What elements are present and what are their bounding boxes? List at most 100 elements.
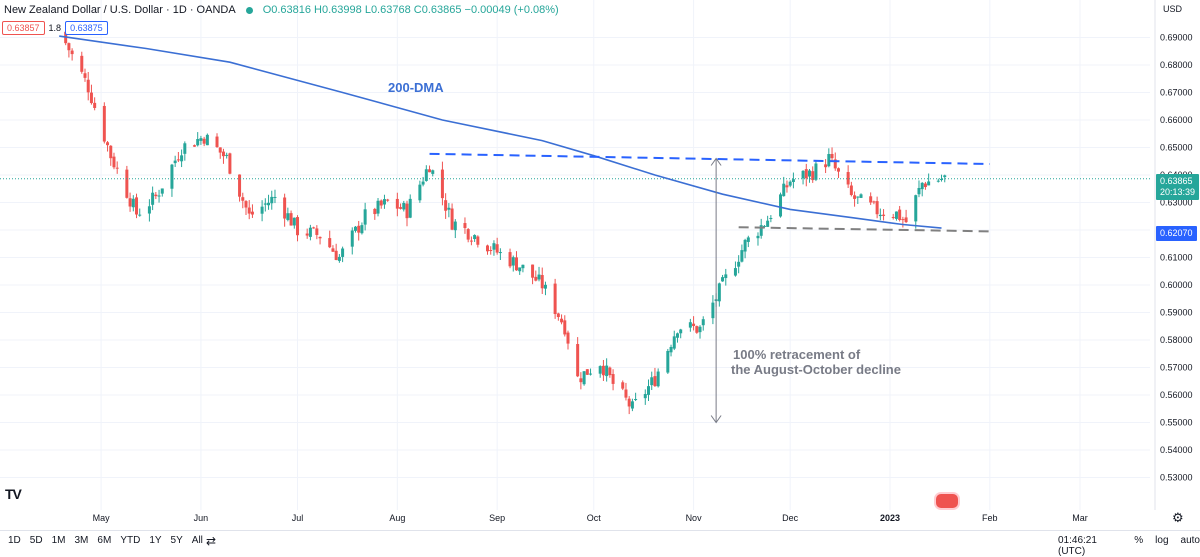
candle-body[interactable] [653,376,657,387]
candle-body[interactable] [762,225,766,227]
candle-body[interactable] [521,264,525,269]
candle-body[interactable] [360,225,364,234]
candle-body[interactable] [428,169,432,173]
candle-body[interactable] [737,261,741,267]
candle-body[interactable] [824,164,828,168]
candle-body[interactable] [453,221,457,231]
candle-body[interactable] [160,188,164,194]
candle-body[interactable] [540,275,544,289]
candle-body[interactable] [643,394,647,399]
support-line[interactable] [738,226,990,233]
candle-body[interactable] [157,195,161,197]
candle-body[interactable] [688,322,692,328]
candle-body[interactable] [202,138,206,144]
settings-gear-icon[interactable]: ⚙ [1172,510,1184,525]
candle-body[interactable] [466,229,470,240]
candle-body[interactable] [666,350,670,373]
candle-body[interactable] [131,198,135,208]
candle-body[interactable] [440,169,444,199]
range-button-1d[interactable]: 1D [8,535,21,546]
candle-body[interactable] [286,213,290,220]
candle-body[interactable] [869,196,873,203]
candle-body[interactable] [534,276,538,281]
candle-body[interactable] [106,142,110,146]
candle-body[interactable] [431,170,435,174]
candle-body[interactable] [128,198,132,207]
candle-body[interactable] [267,202,271,206]
candle-body[interactable] [260,206,264,214]
candle-body[interactable] [270,196,274,204]
candle-body[interactable] [363,209,367,225]
candle-body[interactable] [560,318,564,323]
candle-body[interactable] [469,240,473,242]
candle-body[interactable] [489,250,493,252]
candle-body[interactable] [846,172,850,185]
candle-body[interactable] [601,365,605,376]
candle-body[interactable] [811,171,815,181]
candle-body[interactable] [788,181,792,186]
candle-body[interactable] [89,92,93,104]
candle-body[interactable] [827,154,831,167]
candle-body[interactable] [70,50,74,55]
candle-body[interactable] [418,184,422,201]
candle-body[interactable] [196,139,200,146]
candle-body[interactable] [199,138,203,141]
range-button-5d[interactable]: 5D [29,535,43,546]
sell-button[interactable]: 0.63857 [2,21,45,35]
candle-body[interactable] [376,200,380,214]
resistance-line[interactable] [429,152,990,165]
candle-body[interactable] [814,163,818,180]
candle-body[interactable] [698,326,702,333]
tradingview-logo-icon[interactable]: TV [5,486,22,502]
candle-body[interactable] [176,159,180,161]
candle-body[interactable] [357,225,361,233]
candle-body[interactable] [624,389,628,398]
candle-body[interactable] [93,102,97,108]
candle-body[interactable] [898,209,902,221]
candle-body[interactable] [656,371,660,387]
candle-body[interactable] [724,274,728,279]
candle-body[interactable] [386,199,390,201]
candle-body[interactable] [585,369,589,375]
candle-body[interactable] [746,237,750,242]
candle-body[interactable] [756,235,760,239]
candle-body[interactable] [733,268,737,276]
percent-toggle[interactable]: % [1134,535,1144,546]
candle-body[interactable] [292,217,296,226]
candle-body[interactable] [611,374,615,384]
candle-body[interactable] [914,195,918,222]
candle-body[interactable] [920,182,924,190]
candle-body[interactable] [514,257,518,271]
candle-body[interactable] [769,217,773,219]
candle-body[interactable] [151,192,155,205]
candle-body[interactable] [672,336,676,349]
candle-body[interactable] [192,145,196,147]
candle-body[interactable] [882,214,886,216]
candle-body[interactable] [543,284,547,289]
candle-body[interactable] [328,238,332,248]
candle-body[interactable] [759,225,763,236]
candle-body[interactable] [679,329,683,334]
candle-body[interactable] [382,199,386,205]
candle-body[interactable] [859,194,863,198]
auto-toggle[interactable]: auto [1180,535,1200,546]
candle-body[interactable] [743,239,747,252]
candle-body[interactable] [289,213,293,226]
candle-body[interactable] [308,227,312,237]
candle-body[interactable] [808,170,811,177]
candle-body[interactable] [102,105,106,142]
candle-body[interactable] [563,320,567,335]
currency-label[interactable]: USD [1163,4,1183,14]
candle-body[interactable] [936,180,940,182]
candle-body[interactable] [621,382,625,389]
candle-body[interactable] [228,153,232,174]
us-flag-event-icon[interactable] [934,492,960,510]
candle-body[interactable] [740,250,744,262]
candle-body[interactable] [849,185,853,195]
candle-body[interactable] [804,169,808,179]
candle-body[interactable] [579,378,583,383]
candle-body[interactable] [537,274,541,280]
candle-body[interactable] [904,217,908,223]
candle-body[interactable] [218,147,222,153]
candle-body[interactable] [917,187,921,195]
